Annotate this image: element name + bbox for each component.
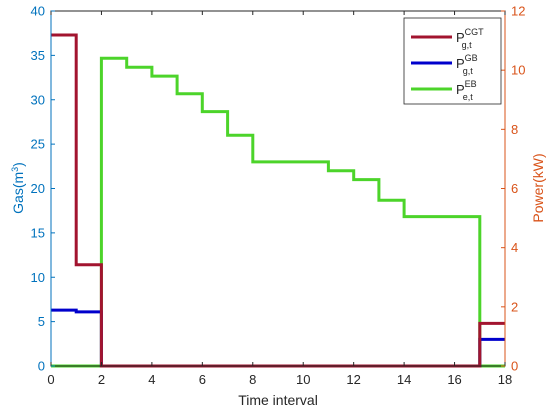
y-left-tick-label: 30 [31, 92, 45, 107]
y-right-tick-label: 8 [511, 122, 518, 137]
y-right-tick-label: 2 [511, 299, 518, 314]
legend-label-cgt: P [456, 30, 465, 45]
y-left-tick-label: 35 [31, 48, 45, 63]
y-axis-right-label: Power(kW) [530, 153, 546, 222]
x-tick-label: 14 [397, 372, 411, 387]
y-left-tick-label: 25 [31, 137, 45, 152]
y-axis-left-label: Gas(m3) [10, 162, 26, 214]
x-tick-label: 2 [98, 372, 105, 387]
y-right-tick-label: 12 [511, 4, 525, 19]
y-left-tick-label: 10 [31, 270, 45, 285]
y-left-tick-label: 40 [31, 4, 45, 19]
y-right-tick-label: 4 [511, 240, 518, 255]
y-left-tick-label: 5 [38, 314, 45, 329]
x-tick-label: 18 [498, 372, 512, 387]
legend-item-eb: PEB e,t [411, 79, 477, 102]
x-tick-label: 0 [47, 372, 54, 387]
legend-label-gb: P [456, 56, 465, 71]
series-line-eb [51, 56, 505, 368]
y-right-tick-label: 6 [511, 181, 518, 196]
y-right-tick-label: 0 [511, 359, 518, 374]
x-axis-label: Time interval [238, 392, 318, 408]
y-left-tick-label: 15 [31, 225, 45, 240]
y-left-tick-label: 0 [38, 359, 45, 374]
legend-item-cgt: PCGT g,t [411, 27, 484, 50]
y-right-tick-label: 10 [511, 63, 525, 78]
legend-label-eb: P [456, 82, 465, 97]
y-left-tick-label: 20 [31, 181, 45, 196]
x-tick-label: 4 [148, 372, 155, 387]
legend-box [403, 17, 502, 105]
x-tick-label: 6 [199, 372, 206, 387]
x-tick-label: 10 [296, 372, 310, 387]
x-tick-label: 12 [346, 372, 360, 387]
legend: PCGT g,t PGB g,t PEB e,t [403, 17, 502, 105]
legend-item-gb: PGB g,t [411, 53, 478, 76]
x-tick-label: 16 [447, 372, 461, 387]
x-tick-label: 8 [249, 372, 256, 387]
